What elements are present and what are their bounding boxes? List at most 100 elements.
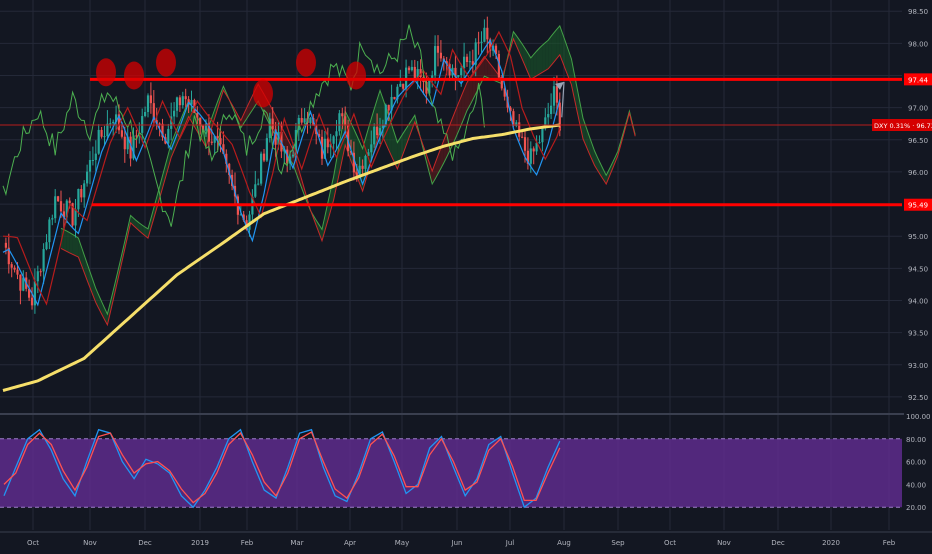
candle-body [370,144,373,153]
stoch-tick-label: 20.00 [906,504,926,512]
candle-body [468,61,471,63]
price-tick-label: 92.50 [908,394,928,402]
cloud-segment [432,163,436,185]
candle-body [373,126,376,145]
time-tick-label: Oct [27,539,39,547]
candle-body [277,131,280,145]
candle-body [181,96,184,106]
candle-body [399,83,402,87]
cloud-segment [409,119,412,138]
cloud-segment [458,96,462,132]
cloud-segment [487,60,491,79]
cloud-segment [72,234,76,256]
cloud-segment [406,124,409,146]
cloud-segment [490,63,494,81]
cloud-segment [539,45,543,75]
candle-body [86,171,89,184]
time-tick-label: Oct [664,539,676,547]
cloud-segment [469,73,473,106]
candle-body [471,61,474,65]
cloud-segment [110,290,114,313]
candle-body [196,113,199,118]
cloud-segment [168,143,172,168]
cloud-segment [545,40,549,71]
cloud-segment [467,77,470,111]
candle-body [555,86,558,103]
candle-body [77,188,80,210]
cloud-segment [562,33,566,70]
cloud-segment [142,225,146,236]
price-tick-label: 93.50 [908,330,928,338]
candle-body [10,264,13,268]
level-label: 97.44 [908,76,929,84]
candle-body [135,135,138,137]
candle-body [28,288,31,298]
cloud-segment [443,132,447,163]
candle-body [94,153,97,160]
time-tick-label: Jul [505,539,515,547]
candle-body [106,123,109,137]
candle-body [515,122,518,126]
cloud-segment [606,169,610,184]
candle-body [36,271,39,282]
cloud-segment [75,236,79,258]
candle-body [199,117,202,126]
ema-200-line [2,123,561,392]
candle-body [526,150,529,164]
cloud-segment [533,51,537,78]
candle-body [381,125,384,129]
candle-body [364,155,367,169]
candle-body [303,118,306,123]
candle-body [355,172,358,177]
candle-body [335,131,338,137]
candle-body [265,138,268,161]
cloud-segment [527,52,531,80]
candle-body [535,142,538,152]
candle-body [213,135,216,143]
candle-body [219,138,222,145]
candle-body [115,114,118,122]
candle-body [332,136,335,144]
candle-body [257,183,260,185]
candle-body [500,77,503,89]
projection-arrowhead [555,81,564,90]
candle-body [158,123,161,125]
candle-body [100,129,103,137]
candle-body [80,188,83,198]
stoch-tick-label: 100.00 [906,413,931,421]
candle-body [71,203,74,226]
candle-body [65,200,68,218]
candle-body [544,117,547,128]
senkou-span-a [60,24,636,316]
cloud-segment [554,29,557,62]
time-tick-label: Feb [241,539,254,547]
candle-body [497,53,500,78]
candle-body [344,116,347,126]
level-label-bg [904,198,932,211]
candle-body [410,66,413,71]
candle-body [204,123,208,131]
level-label: 95.49 [908,202,928,210]
candle-body [419,69,422,78]
candle-body [361,165,364,169]
candle-body [260,153,263,184]
candle-body [483,27,486,42]
candle-body [274,129,277,145]
candle-body [387,104,390,111]
cloud-segment [162,164,166,189]
chikou-span [2,24,485,227]
candle-body [413,66,416,80]
candle-body [457,75,460,77]
candle-body [152,103,155,121]
cloud-segment [548,36,552,69]
time-tick-label: Nov [83,539,97,547]
candle-body [120,130,123,137]
high-marker [96,58,116,87]
candle-body [512,111,515,126]
high-marker [156,48,176,77]
candle-body [248,214,251,230]
candle-body [117,114,121,131]
cloud-segment [298,169,302,189]
price-tick-label: 96.00 [908,169,928,177]
